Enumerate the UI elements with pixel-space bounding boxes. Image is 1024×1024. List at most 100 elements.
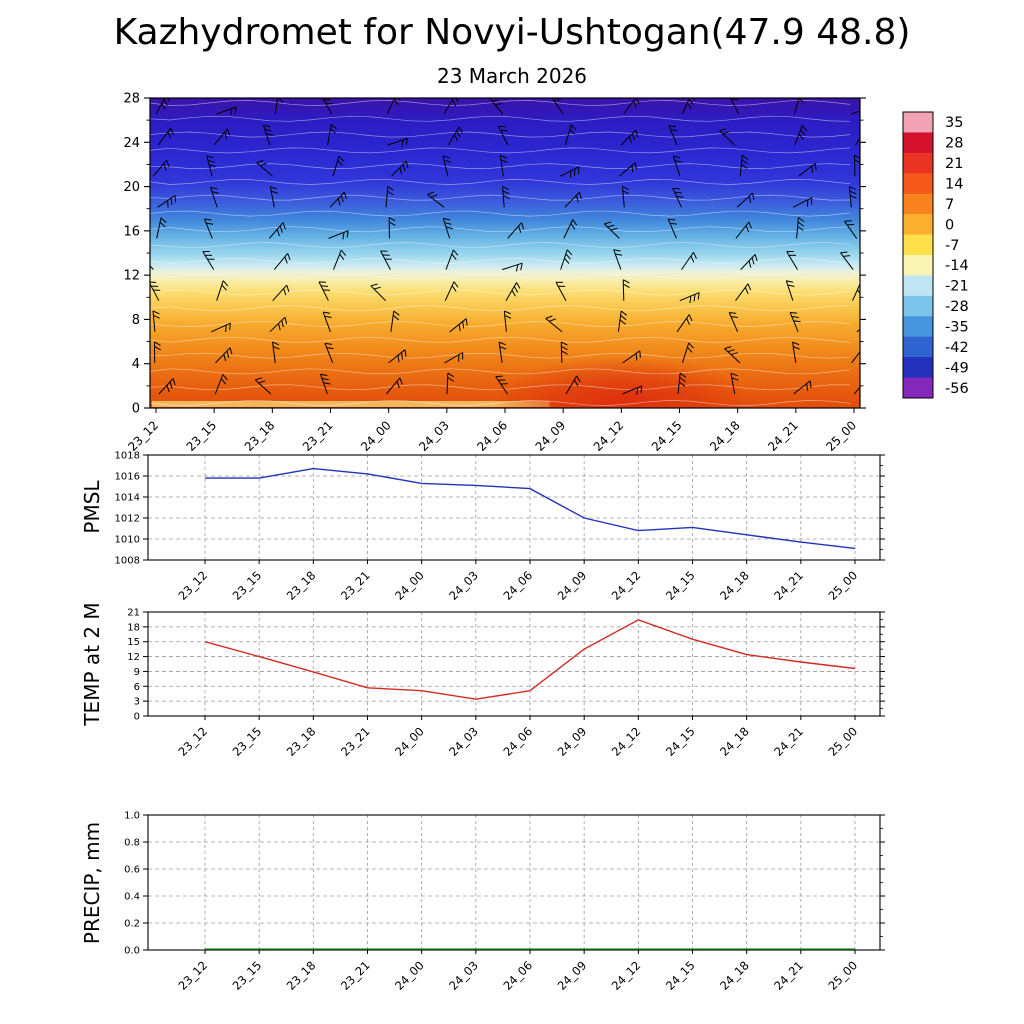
temp-2m-x-tick-label: 24_18: [717, 724, 752, 759]
colorbar-tick-label: 35: [945, 115, 963, 131]
temp-2m-y-tick-label: 0: [134, 712, 140, 723]
precip-x-tick-label: 24_09: [555, 958, 590, 993]
temp-2m-x-tick-label: 24_03: [446, 724, 481, 759]
temp-2m-y-tick-label: 21: [127, 608, 140, 619]
temp-2m-y-tick-label: 12: [127, 652, 140, 663]
temp-2m-x-tick-label: 23_15: [230, 724, 265, 759]
pmsl-x-tick-label: 23_21: [338, 568, 373, 603]
pmsl-y-tick-label: 1016: [115, 472, 140, 483]
cross-section-y-tick-label: 28: [123, 92, 140, 107]
temp-2m-y-tick-label: 18: [127, 622, 140, 633]
precip-x-tick-label: 24_12: [609, 958, 644, 993]
colorbar-tick-label: -42: [945, 340, 969, 356]
colorbar-tick-label: 7: [945, 197, 954, 213]
surface-hot-spot: [493, 356, 754, 408]
temp-2m-y-tick-label: 9: [134, 667, 140, 678]
pmsl-y-tick-label: 1008: [115, 556, 140, 567]
temperature-fill: [150, 98, 860, 408]
cross-section-y-tick-label: 12: [123, 269, 140, 284]
temp-2m-x-tick-label: 24_09: [555, 724, 590, 759]
cross-section-x-tick-label: 23_15: [184, 418, 220, 454]
precip-y-tick-label: 1.0: [124, 811, 140, 822]
precip-y-tick-label: 0.6: [124, 865, 140, 876]
pmsl-x-tick-label: 24_09: [555, 568, 590, 603]
precip-panel: 0.0 0.2 0.4 0.6 0.8 1.0 23_12 23_15 23_18 23_21 24…: [124, 811, 885, 993]
precip-x-tick-label: 24_15: [663, 958, 698, 993]
temp-2m-series-line: [204, 619, 856, 700]
cross-section-panel: 0 4 8 12 16 20 24 28 23_12 23_15 23_18 23_21 24_00 24…: [123, 92, 866, 454]
colorbar-tick-label: 21: [945, 156, 963, 172]
pmsl-y-tick-label: 1010: [115, 535, 140, 546]
cross-section-x-tick-label: 24_00: [358, 418, 394, 454]
temp-2m-x-tick-label: 23_18: [284, 724, 319, 759]
precip-y-tick-label: 0.8: [124, 838, 140, 849]
cross-section-x-tick-label: 24_06: [474, 418, 510, 454]
colorbar-tick-label: -56: [945, 381, 969, 397]
cross-section-x-tick-label: 23_18: [242, 418, 278, 454]
pmsl-x-tick-label: 24_15: [663, 568, 698, 603]
temp-2m-x-tick-label: 23_21: [338, 724, 373, 759]
temp-2m-x-tick-label: 24_21: [771, 724, 806, 759]
temp-2m-y-tick-label: 15: [127, 637, 140, 648]
temp-2m-x-tick-label: 25_00: [825, 724, 860, 759]
precip-y-tick-label: 0.4: [124, 892, 140, 903]
precip-x-tick-label: 24_03: [446, 958, 481, 993]
temp-2m-panel: 0 3 6 9 12 15 18 21 23_12 23_15 23_18 23_21 24_00 24_…: [127, 608, 885, 759]
cross-section-x-tick-label: 24_09: [533, 418, 569, 454]
pmsl-x-tick-label: 24_12: [609, 568, 644, 603]
temp-2m-y-tick-label: 6: [134, 682, 140, 693]
date-subtitle: 23 March 2026: [436, 64, 588, 88]
pmsl-x-tick-label: 23_15: [230, 568, 265, 603]
cross-section-x-tick-label: 24_15: [649, 418, 685, 454]
cross-section-y-tick-label: 8: [132, 313, 140, 328]
precip-x-tick-label: 24_18: [717, 958, 752, 993]
pmsl-y-tick-label: 1018: [115, 451, 140, 462]
cross-section-y-tick-label: 4: [132, 357, 140, 372]
pmsl-x-tick-label: 23_12: [175, 568, 210, 603]
precip-x-tick-label: 24_21: [771, 958, 806, 993]
pmsl-x-tick-label: 24_03: [446, 568, 481, 603]
precip-x-tick-label: 24_00: [392, 958, 427, 993]
pmsl-x-tick-label: 24_00: [392, 568, 427, 603]
colorbar-tick-label: 14: [945, 177, 963, 193]
colorbar-tick-label: -14: [945, 258, 969, 274]
colorbar-tick-label: -7: [945, 238, 959, 254]
colorbar-tick-label: -28: [945, 299, 969, 315]
cross-section-x-tick-label: 23_12: [125, 418, 161, 454]
precip-x-tick-label: 23_15: [230, 958, 265, 993]
cross-section-x-tick-label: 24_18: [707, 418, 743, 454]
cross-section-y-tick-label: 24: [123, 136, 140, 151]
page-title: Kazhydromet for Novyi-Ushtogan(47.9 48.8…: [113, 12, 911, 53]
precip-x-tick-label: 23_21: [338, 958, 373, 993]
temperature-colorbar: 35 28 21 14 7 0 -7 -14 -21 -28 -35 -42 -49 -56: [902, 111, 969, 399]
pmsl-x-tick-label: 23_18: [284, 568, 319, 603]
cross-section-x-tick-label: 24_03: [416, 418, 452, 454]
colorbar-tick-label: 28: [945, 136, 963, 152]
cross-section-y-tick-label: 20: [123, 180, 140, 195]
cross-section-y-tick-label: 16: [123, 224, 140, 239]
precip-y-tick-label: 0.2: [124, 919, 140, 930]
cross-section-x-tick-label: 24_12: [591, 418, 627, 454]
cross-section-x-tick-label: 23_21: [300, 418, 336, 454]
temp-2m-x-tick-label: 24_12: [609, 724, 644, 759]
cross-section-y-tick-label: 0: [132, 402, 140, 417]
pmsl-x-tick-label: 24_18: [717, 568, 752, 603]
wind-barbs: [150, 98, 860, 395]
pmsl-y-tick-label: 1012: [115, 514, 140, 525]
pmsl-x-tick-label: 24_06: [500, 568, 535, 603]
precip-x-tick-label: 24_06: [500, 958, 535, 993]
pmsl-panel: 1008 1010 1012 1014 1016 1018 23_12 23_15 23_18 2…: [115, 451, 885, 603]
precip-x-tick-label: 23_18: [284, 958, 319, 993]
pmsl-y-tick-label: 1014: [115, 493, 140, 504]
pmsl-series-line: [205, 467, 856, 550]
pmsl-x-tick-label: 24_21: [771, 568, 806, 603]
colorbar-tick-label: -35: [945, 320, 969, 336]
temp-2m-x-tick-label: 24_15: [663, 724, 698, 759]
cross-section-x-tick-label: 24_21: [765, 418, 801, 454]
temp-2m-y-tick-label: 3: [134, 697, 140, 708]
precip-x-tick-label: 25_00: [825, 958, 860, 993]
temp-2m-x-tick-label: 24_00: [392, 724, 427, 759]
colorbar-tick-label: 0: [945, 217, 954, 233]
